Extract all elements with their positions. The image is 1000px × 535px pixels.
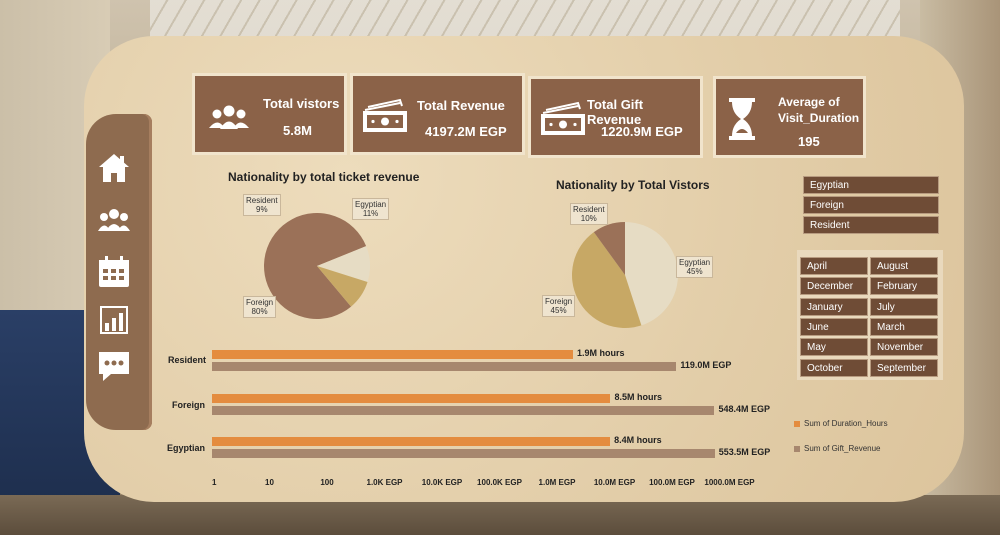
pie2-label-resident: Resident 10% [570, 203, 608, 225]
bar-egyptian-duration[interactable] [212, 437, 611, 446]
bar-resident-gift[interactable] [212, 362, 677, 371]
pie1-label-resident-pct: 9% [256, 205, 268, 214]
users-icon [207, 104, 251, 135]
bar-category-foreign: Foreign [172, 400, 205, 410]
x-tick-label: 10 [265, 478, 274, 487]
pie2-label-egyptian-name: Egyptian [679, 258, 711, 267]
pie-chart-ticket-revenue [264, 213, 370, 319]
kpi-value: 4197.2M EGP [425, 124, 507, 139]
pie2-label-resident-name: Resident [573, 205, 605, 214]
slicer-month-may[interactable]: May [800, 338, 868, 357]
x-tick-label: 100.0K EGP [477, 478, 522, 487]
slicer-month-march[interactable]: March [870, 317, 938, 336]
money-icon [360, 98, 410, 139]
slicer-month-july[interactable]: July [870, 297, 938, 316]
pie-slice-egyptian[interactable] [317, 246, 370, 283]
pie2-label-foreign-pct: 45% [550, 306, 567, 315]
kpi-title: Total Revenue [417, 98, 505, 113]
home-icon[interactable] [86, 150, 142, 186]
kpi-title: Total vistors [263, 96, 340, 111]
x-tick-label: 1 [212, 478, 217, 487]
legend-swatch-gift [794, 445, 800, 452]
pie-chart-total-visitors [572, 222, 678, 328]
slicer-month-february[interactable]: February [870, 277, 938, 296]
kpi-total-revenue: Total Revenue 4197.2M EGP [350, 73, 525, 155]
kpi-title-line1: Average of [778, 95, 840, 109]
bar-resident-duration[interactable] [212, 350, 574, 359]
bar-foreign-duration[interactable] [212, 394, 611, 403]
pie2-label-egyptian: Egyptian 45% [676, 256, 714, 278]
bar-egyptian-gift[interactable] [212, 449, 715, 458]
pie1-label-foreign-pct: 80% [251, 307, 268, 316]
pie2-title: Nationality by Total Vistors [556, 178, 710, 192]
bar-category-resident: Resident [168, 355, 207, 365]
slicer-nationality-egyptian[interactable]: Egyptian [803, 176, 939, 194]
pie1-label-resident: Resident 9% [243, 194, 281, 216]
x-tick-label: 1.0M EGP [538, 478, 576, 487]
bar-label-foreign-gift: 548.4M EGP [718, 404, 771, 414]
x-tick-label: 1.0K EGP [366, 478, 403, 487]
kpi-average-visit-duration: Average of Visit_Duration 195 [713, 76, 866, 158]
bar-category-egyptian: Egyptian [167, 443, 206, 453]
slicer-month-november[interactable]: November [870, 338, 938, 357]
kpi-title: Total Gift Revenue [587, 97, 644, 127]
slicer-nationality-foreign[interactable]: Foreign [803, 196, 939, 214]
chat-icon[interactable] [86, 348, 142, 384]
pie1-label-egyptian-name: Egyptian [355, 200, 387, 209]
pie2-label-resident-pct: 10% [580, 214, 597, 223]
pie-slice-foreign[interactable] [264, 213, 367, 319]
slicer-month-september[interactable]: September [870, 358, 938, 377]
slicer-month-october[interactable]: October [800, 358, 868, 377]
x-tick-label: 10.0M EGP [593, 478, 636, 487]
kpi-value: 5.8M [283, 123, 312, 138]
bar-label-egyptian-duration: 8.4M hours [614, 435, 662, 445]
pie-slice-resident[interactable] [593, 222, 625, 275]
legend-swatch-duration [794, 420, 800, 427]
slicer-nationality-resident[interactable]: Resident [803, 216, 939, 234]
sidebar [86, 114, 152, 430]
kpi-title-line2: Visit_Duration [778, 111, 860, 125]
pie1-title: Nationality by total ticket revenue [228, 170, 420, 184]
pie1-label-foreign: Foreign 80% [243, 296, 277, 318]
pie1-label-foreign-name: Foreign [246, 298, 274, 307]
bar-label-resident-gift: 119.0M EGP [680, 360, 732, 370]
kpi-total-visitors: Total vistors 5.8M [192, 73, 347, 155]
calendar-icon[interactable] [86, 254, 142, 290]
bar-label-resident-duration: 1.9M hours [577, 348, 625, 358]
slicer-month-december[interactable]: December [800, 277, 868, 296]
users-icon[interactable] [86, 202, 142, 238]
bar-label-egyptian-gift: 553.5M EGP [718, 447, 771, 457]
bar-label-foreign-duration: 8.5M hours [614, 392, 662, 402]
legend-label-gift: Sum of Gift_Revenue [804, 444, 881, 453]
background-roof [150, 0, 900, 40]
pie-slice-foreign[interactable] [572, 232, 642, 328]
hourglass-icon [728, 97, 756, 146]
slicer-month-april[interactable]: April [800, 257, 868, 275]
kpi-value: 1220.9M EGP [601, 124, 683, 139]
pie-slice-resident[interactable] [317, 266, 368, 307]
pie1-label-resident-name: Resident [246, 196, 278, 205]
x-tick-label: 1000.0M EGP [704, 478, 755, 487]
x-tick-label: 100.0M EGP [649, 478, 695, 487]
slicer-month-january[interactable]: January [800, 297, 868, 316]
slicer-month-august[interactable]: August [870, 257, 938, 275]
kpi-total-gift-revenue: Total Gift Revenue 1220.9M EGP [528, 76, 703, 158]
kpi-value: 195 [798, 134, 820, 149]
money-icon [538, 101, 588, 142]
bar-chart-icon[interactable] [86, 302, 142, 338]
legend-label-duration: Sum of Duration_Hours [804, 419, 888, 428]
x-tick-label: 100 [320, 478, 334, 487]
slicer-month-june[interactable]: June [800, 317, 868, 336]
pie2-label-foreign-name: Foreign [545, 297, 573, 306]
pie1-label-egyptian: Egyptian 11% [352, 198, 390, 220]
legend-duration: Sum of Duration_Hours [794, 419, 888, 428]
legend-gift: Sum of Gift_Revenue [794, 444, 880, 453]
pie1-label-egyptian-pct: 11% [362, 209, 379, 218]
pie2-label-egyptian-pct: 45% [686, 267, 703, 276]
bar-foreign-gift[interactable] [212, 406, 715, 415]
pie-slice-egyptian[interactable] [625, 222, 678, 326]
pie2-label-foreign: Foreign 45% [542, 295, 576, 317]
x-tick-label: 10.0K EGP [421, 478, 463, 487]
